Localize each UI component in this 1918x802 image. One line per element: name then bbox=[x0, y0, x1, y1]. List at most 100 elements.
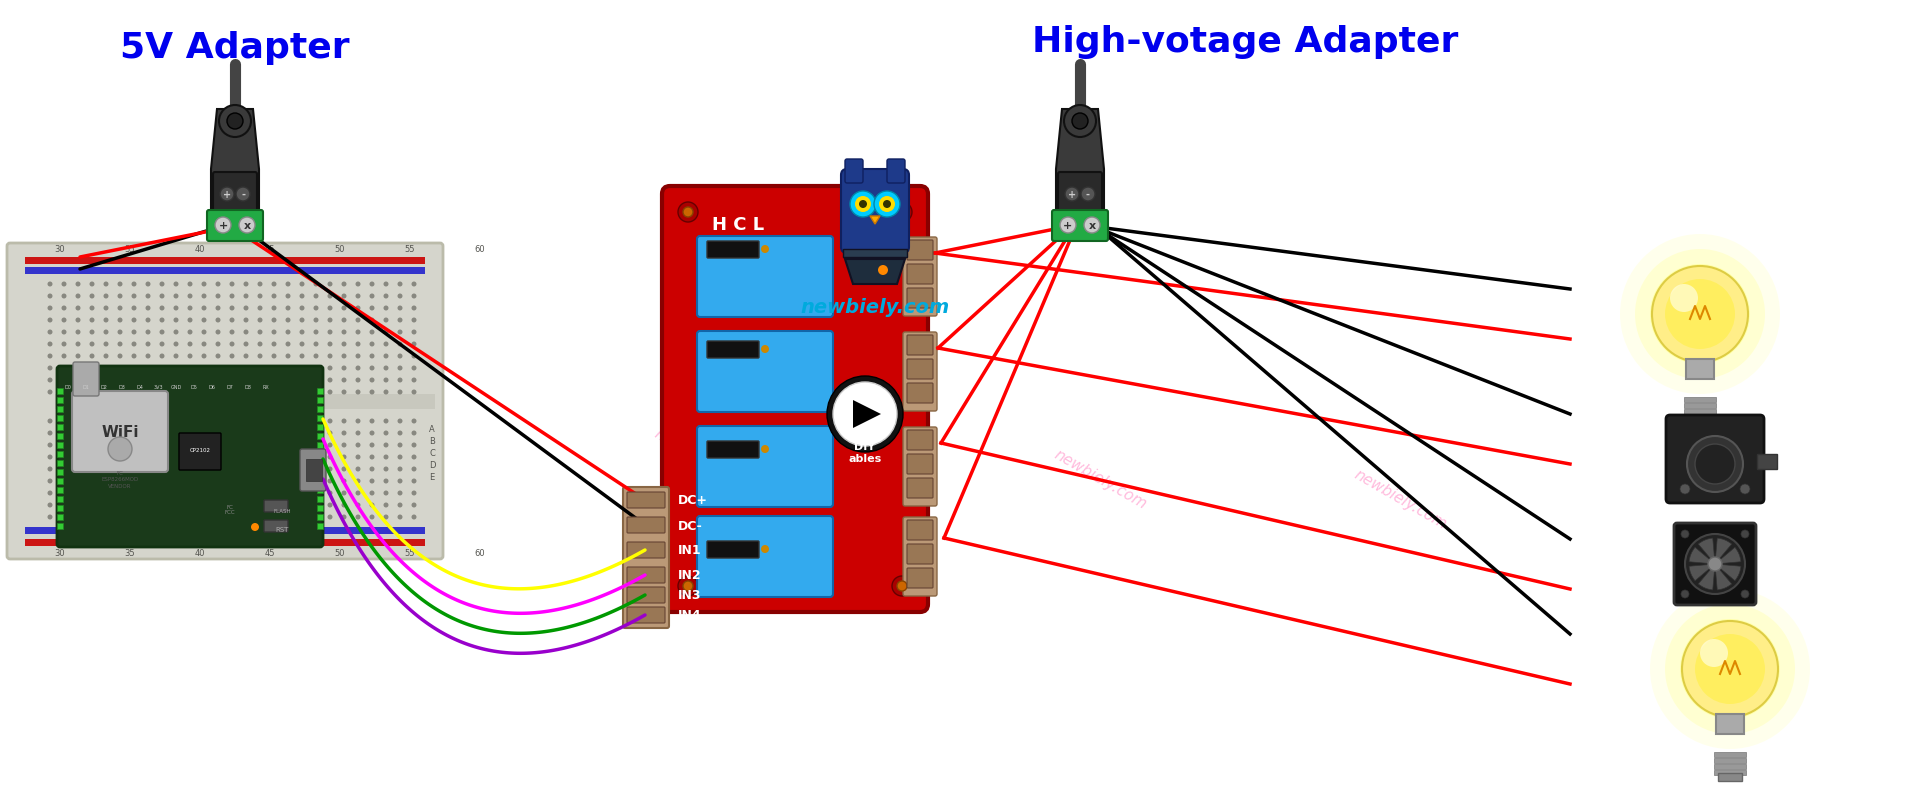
Circle shape bbox=[412, 330, 416, 335]
Circle shape bbox=[48, 318, 52, 323]
Circle shape bbox=[215, 455, 221, 460]
Circle shape bbox=[75, 378, 81, 383]
Circle shape bbox=[61, 443, 67, 448]
Text: GND: GND bbox=[171, 385, 182, 390]
Circle shape bbox=[370, 354, 374, 359]
Circle shape bbox=[286, 455, 290, 460]
Circle shape bbox=[397, 503, 403, 508]
Circle shape bbox=[244, 390, 249, 395]
Circle shape bbox=[355, 366, 361, 371]
Circle shape bbox=[355, 330, 361, 335]
Circle shape bbox=[132, 503, 136, 508]
Circle shape bbox=[215, 366, 221, 371]
Circle shape bbox=[1651, 267, 1747, 363]
Circle shape bbox=[286, 443, 290, 448]
Circle shape bbox=[104, 455, 109, 460]
Circle shape bbox=[146, 330, 150, 335]
Circle shape bbox=[117, 455, 123, 460]
Circle shape bbox=[272, 294, 276, 299]
Bar bbox=[316, 415, 322, 422]
Circle shape bbox=[173, 479, 178, 484]
FancyBboxPatch shape bbox=[178, 433, 221, 471]
Circle shape bbox=[104, 294, 109, 299]
Circle shape bbox=[286, 378, 290, 383]
Circle shape bbox=[230, 318, 234, 323]
Circle shape bbox=[146, 342, 150, 347]
Circle shape bbox=[328, 330, 332, 335]
Circle shape bbox=[244, 366, 249, 371]
Circle shape bbox=[313, 342, 318, 347]
Circle shape bbox=[761, 445, 769, 453]
Circle shape bbox=[104, 515, 109, 520]
Circle shape bbox=[61, 491, 67, 496]
Circle shape bbox=[1696, 634, 1765, 704]
FancyBboxPatch shape bbox=[708, 541, 760, 558]
Text: DC+: DC+ bbox=[677, 494, 708, 507]
Circle shape bbox=[173, 443, 178, 448]
Bar bbox=[25, 528, 426, 534]
Circle shape bbox=[48, 443, 52, 448]
Bar bbox=[316, 524, 322, 529]
Circle shape bbox=[341, 378, 347, 383]
Circle shape bbox=[355, 515, 361, 520]
FancyBboxPatch shape bbox=[696, 237, 832, 318]
Circle shape bbox=[1072, 114, 1088, 130]
Circle shape bbox=[370, 479, 374, 484]
Circle shape bbox=[299, 390, 305, 395]
Circle shape bbox=[159, 491, 165, 496]
Bar bbox=[1684, 415, 1717, 420]
Circle shape bbox=[328, 294, 332, 299]
Circle shape bbox=[412, 503, 416, 508]
Circle shape bbox=[215, 390, 221, 395]
Circle shape bbox=[75, 318, 81, 323]
Polygon shape bbox=[854, 400, 880, 428]
Text: D0: D0 bbox=[65, 385, 71, 390]
Circle shape bbox=[328, 282, 332, 287]
Circle shape bbox=[299, 282, 305, 287]
Circle shape bbox=[173, 282, 178, 287]
Circle shape bbox=[132, 318, 136, 323]
Circle shape bbox=[299, 318, 305, 323]
Circle shape bbox=[1696, 444, 1736, 484]
Circle shape bbox=[173, 318, 178, 323]
Circle shape bbox=[286, 330, 290, 335]
Text: D6: D6 bbox=[209, 385, 215, 390]
Circle shape bbox=[104, 443, 109, 448]
Bar bbox=[58, 524, 63, 529]
Circle shape bbox=[48, 455, 52, 460]
Circle shape bbox=[90, 378, 94, 383]
Circle shape bbox=[412, 342, 416, 347]
Circle shape bbox=[188, 467, 192, 472]
Circle shape bbox=[90, 318, 94, 323]
Circle shape bbox=[146, 390, 150, 395]
Bar bbox=[1715, 752, 1745, 757]
Circle shape bbox=[117, 443, 123, 448]
Text: D5: D5 bbox=[190, 385, 198, 390]
Circle shape bbox=[341, 503, 347, 508]
Circle shape bbox=[370, 419, 374, 424]
FancyBboxPatch shape bbox=[708, 241, 760, 259]
Circle shape bbox=[272, 431, 276, 436]
FancyBboxPatch shape bbox=[696, 427, 832, 508]
Text: IN1: IN1 bbox=[677, 544, 702, 557]
Circle shape bbox=[412, 431, 416, 436]
Circle shape bbox=[146, 282, 150, 287]
Text: newbiely.com: newbiely.com bbox=[652, 425, 748, 493]
Circle shape bbox=[61, 515, 67, 520]
Circle shape bbox=[257, 306, 263, 311]
Text: 60: 60 bbox=[474, 245, 485, 254]
Circle shape bbox=[286, 491, 290, 496]
Circle shape bbox=[117, 419, 123, 424]
Circle shape bbox=[146, 491, 150, 496]
Circle shape bbox=[1082, 188, 1095, 202]
Circle shape bbox=[328, 419, 332, 424]
Circle shape bbox=[384, 318, 389, 323]
Circle shape bbox=[328, 378, 332, 383]
Circle shape bbox=[1682, 622, 1778, 717]
Bar bbox=[58, 415, 63, 422]
Circle shape bbox=[75, 503, 81, 508]
Circle shape bbox=[384, 282, 389, 287]
Circle shape bbox=[272, 330, 276, 335]
Circle shape bbox=[272, 282, 276, 287]
FancyBboxPatch shape bbox=[846, 160, 863, 184]
